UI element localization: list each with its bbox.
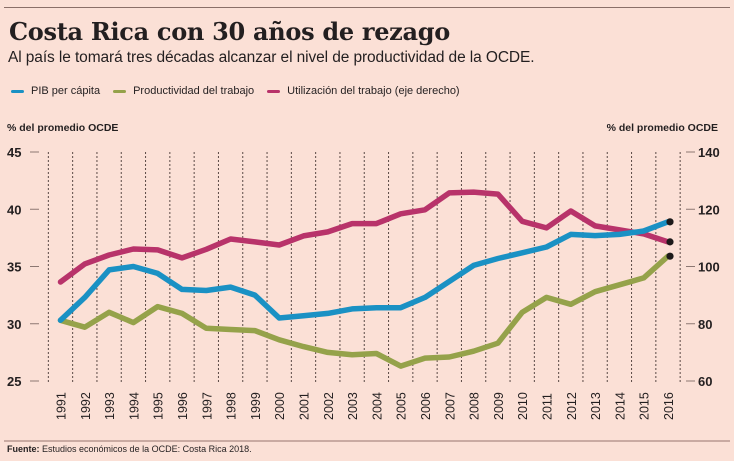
- y-tick-label-left: 25: [7, 374, 21, 389]
- legend-label-productividad: Productividad del trabajo: [133, 85, 255, 97]
- chart-subtitle: Al país le tomará tres décadas alcanzar …: [8, 49, 535, 66]
- x-tick-label: 2000: [273, 392, 287, 420]
- y-tick-label-right: 140: [698, 145, 720, 160]
- source-note: Fuente: Estudios económicos de la OCDE: …: [7, 444, 252, 454]
- x-tick-label: 2013: [589, 392, 603, 420]
- y-tick-label-right: 60: [698, 374, 712, 389]
- x-tick-label: 2006: [419, 392, 433, 420]
- x-tick-label: 2002: [322, 392, 336, 420]
- x-tick-label: 2008: [468, 392, 482, 420]
- x-tick-label: 2004: [370, 392, 384, 420]
- y-tick-label-left: 45: [7, 145, 21, 160]
- x-tick-label: 2003: [346, 392, 360, 420]
- left-axis-title: % del promedio OCDE: [7, 122, 119, 134]
- endpoint-marker-productividad: [666, 252, 674, 260]
- source-label: Fuente:: [7, 444, 40, 454]
- x-tick-label: 1991: [55, 392, 69, 420]
- y-tick-label-right: 120: [698, 202, 720, 217]
- chart-title: Costa Rica con 30 años de rezago: [9, 17, 450, 46]
- y-tick-label-left: 40: [7, 202, 21, 217]
- series-line-productividad: [57, 253, 671, 369]
- x-tick-label: 1999: [249, 392, 263, 420]
- x-tick-label: 2009: [492, 392, 506, 420]
- bottom-rule: [4, 440, 730, 442]
- x-tick-label: 1998: [225, 392, 239, 420]
- legend-item-utilizacion: Utilización del trabajo (eje derecho): [267, 85, 460, 97]
- right-axis-title: % del promedio OCDE: [606, 122, 718, 134]
- legend-item-pib: PIB per cápita: [11, 85, 100, 97]
- legend-swatch-utilizacion: [267, 89, 281, 93]
- y-tick-label-right: 100: [698, 260, 720, 275]
- endpoint-marker-utilizacion: [666, 238, 674, 246]
- endpoint-marker-pib: [666, 218, 674, 226]
- series-line-utilizacion: [57, 189, 671, 285]
- legend-item-productividad: Productividad del trabajo: [113, 85, 254, 97]
- left-y-axis: 45 40 35 30 25: [7, 145, 39, 389]
- source-text: Estudios económicos de la OCDE: Costa Ri…: [42, 444, 252, 454]
- x-tick-label: 2005: [395, 392, 409, 420]
- series-lines: [57, 189, 671, 369]
- x-tick-label: 2011: [541, 393, 555, 420]
- legend-label-pib: PIB per cápita: [31, 85, 101, 97]
- x-tick-label: 2007: [443, 392, 457, 420]
- legend: PIB per cápita Productividad del trabajo…: [11, 85, 473, 97]
- x-tick-label: 2010: [516, 392, 530, 420]
- series-endpoints: [666, 218, 674, 260]
- right-y-axis: 140 120 100 80 60: [686, 145, 720, 389]
- y-tick-label-right: 80: [698, 317, 712, 332]
- x-tick-label: 1992: [79, 392, 93, 420]
- legend-swatch-productividad: [113, 89, 127, 93]
- y-tick-label-left: 30: [7, 317, 21, 332]
- legend-label-utilizacion: Utilización del trabajo (eje derecho): [287, 85, 460, 97]
- x-tick-label: 1994: [127, 392, 141, 420]
- series-line-pib: [57, 219, 671, 324]
- legend-swatch-pib: [11, 89, 24, 93]
- x-tick-label: 1997: [200, 392, 214, 420]
- x-tick-label: 2012: [565, 392, 579, 420]
- y-tick-label-left: 35: [7, 260, 21, 275]
- x-tick-label: 1995: [152, 392, 166, 420]
- x-tick-label: 2014: [613, 392, 627, 420]
- x-tick-label: 1996: [176, 392, 190, 420]
- x-tick-label: 2015: [638, 392, 652, 420]
- top-rule: [4, 7, 730, 8]
- gridlines: [47, 152, 681, 383]
- x-axis: 1991 1992 1993 1994 1995 1996 1997 1998 1999 2000…: [55, 392, 677, 420]
- x-tick-label: 1993: [103, 392, 117, 420]
- x-tick-label: 2016: [662, 392, 676, 420]
- x-tick-label: 2001: [298, 392, 312, 420]
